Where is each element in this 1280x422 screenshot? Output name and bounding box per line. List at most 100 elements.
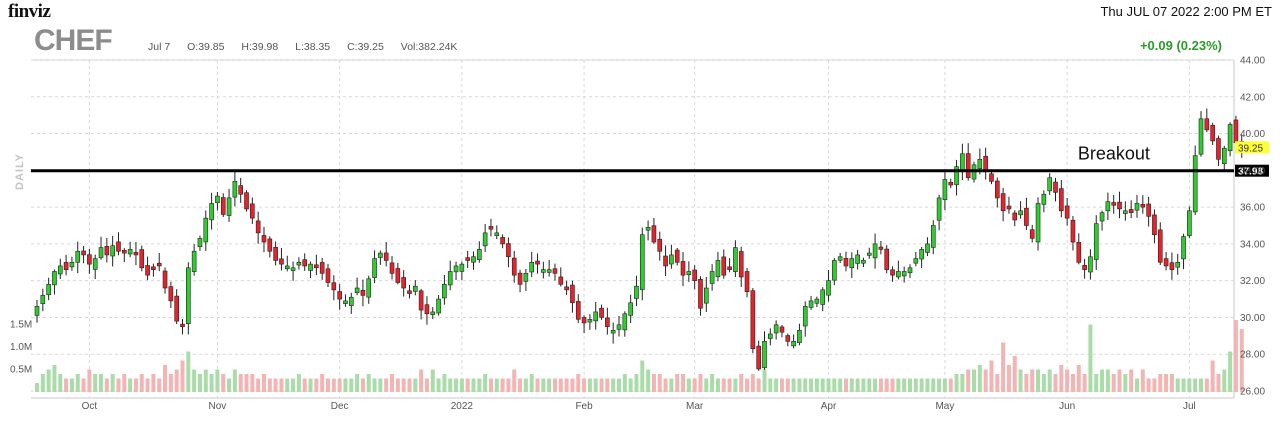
volume-bar: [1187, 378, 1192, 392]
candle-body: [791, 341, 796, 347]
volume-bar: [168, 374, 173, 392]
volume-bar: [634, 374, 639, 392]
volume-bar: [1175, 378, 1180, 392]
candle-body: [180, 323, 185, 327]
volume-bar: [558, 378, 563, 392]
volume-bar: [657, 374, 662, 392]
candle-body: [558, 276, 564, 285]
volume-bar: [238, 374, 243, 392]
candle-body: [1041, 193, 1047, 205]
candle-body: [314, 264, 319, 269]
volume-bar: [518, 378, 523, 392]
volume-bar: [477, 378, 482, 392]
candle-body: [587, 318, 593, 323]
candle-body: [779, 326, 785, 333]
volume-bar: [52, 365, 57, 392]
volume-bar: [139, 374, 144, 392]
candle-body: [605, 317, 610, 327]
candle-body: [1105, 201, 1111, 212]
candle-body: [203, 217, 209, 243]
candle-body: [104, 246, 110, 256]
candle-body: [1146, 203, 1151, 217]
volume-bar: [116, 378, 121, 392]
ticker-symbol: CHEF: [34, 24, 113, 57]
candle-body: [669, 254, 674, 265]
candle-body: [1204, 118, 1210, 131]
candle-body: [360, 289, 366, 296]
candle-body: [40, 295, 46, 305]
y-tick-label: 40.00: [1240, 129, 1265, 140]
volume-bar: [1082, 374, 1087, 392]
candle-body: [81, 250, 86, 256]
candle-body: [1210, 125, 1215, 142]
volume-bar: [99, 374, 104, 392]
volume-bar: [756, 378, 761, 392]
x-tick-label: Dec: [331, 401, 349, 412]
volume-bar: [960, 374, 965, 392]
volume-bar: [407, 378, 412, 392]
candle-body: [1163, 258, 1169, 267]
volume-bar: [814, 378, 819, 392]
volume-bar: [966, 369, 971, 392]
candle-body: [1082, 265, 1087, 270]
volume-bar: [256, 378, 261, 392]
volume-bar: [651, 374, 656, 392]
candle-body: [250, 203, 255, 219]
volume-bar: [174, 369, 179, 392]
volume-bar: [681, 374, 686, 392]
candle-body: [570, 284, 575, 304]
volume-bar: [1164, 374, 1169, 392]
ohlc-open: O:39.85: [187, 41, 225, 53]
candle-body: [564, 286, 569, 291]
volume-bar: [779, 378, 784, 392]
volume-bar: [675, 374, 680, 392]
candle-body: [832, 260, 837, 281]
y-tick-label: 32.00: [1240, 276, 1265, 287]
candle-body: [581, 317, 587, 324]
finviz-logo[interactable]: finviz: [8, 1, 51, 22]
candle-body: [1198, 118, 1204, 155]
volume-bar: [232, 369, 237, 392]
candle-body: [34, 306, 40, 316]
candle-body: [733, 247, 738, 272]
candle-body: [52, 271, 57, 286]
y-tick-label: 36.00: [1240, 203, 1265, 214]
candle-body: [593, 311, 599, 322]
candle-body: [69, 261, 75, 268]
candle-body: [46, 284, 51, 295]
volume-bar: [1111, 374, 1116, 392]
volume-bar: [750, 374, 755, 392]
candle-body: [447, 271, 453, 286]
volume-bar: [1239, 329, 1244, 392]
candle-body: [1099, 212, 1105, 222]
ohlc-date: Jul 7: [148, 41, 171, 53]
volume-bar: [611, 378, 616, 392]
candle-body: [948, 181, 954, 186]
volume-bar: [436, 378, 441, 392]
candle-body: [290, 267, 296, 271]
volume-bar: [1140, 369, 1145, 392]
volume-bar: [570, 378, 575, 392]
candle-body: [220, 197, 226, 215]
volume-bar: [1036, 369, 1041, 392]
candle-body: [802, 306, 808, 327]
candle-body: [1035, 203, 1041, 243]
volume-bar: [203, 369, 208, 392]
candle-body: [63, 262, 69, 270]
volume-bar: [378, 378, 383, 392]
candle-body: [284, 265, 290, 270]
candle-body: [1134, 203, 1140, 211]
candle-body: [308, 263, 313, 271]
volume-bar: [75, 374, 80, 392]
candle-body: [506, 243, 511, 258]
volume-bar: [186, 351, 191, 392]
candle-body: [919, 249, 924, 260]
volume-bar: [291, 378, 296, 392]
volume-bar: [1146, 378, 1151, 392]
volume-bar: [471, 378, 476, 392]
volume-bar: [646, 369, 651, 392]
volume-bar: [1088, 324, 1093, 392]
candle-body: [418, 290, 424, 311]
candle-body: [884, 248, 890, 270]
